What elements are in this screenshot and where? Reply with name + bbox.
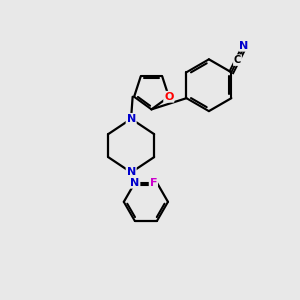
Text: C: C [234,55,241,65]
Text: N: N [130,178,140,188]
Text: N: N [127,114,136,124]
Text: O: O [164,92,173,102]
Text: F: F [150,178,157,188]
Text: N: N [239,41,249,51]
Text: N: N [127,167,136,177]
